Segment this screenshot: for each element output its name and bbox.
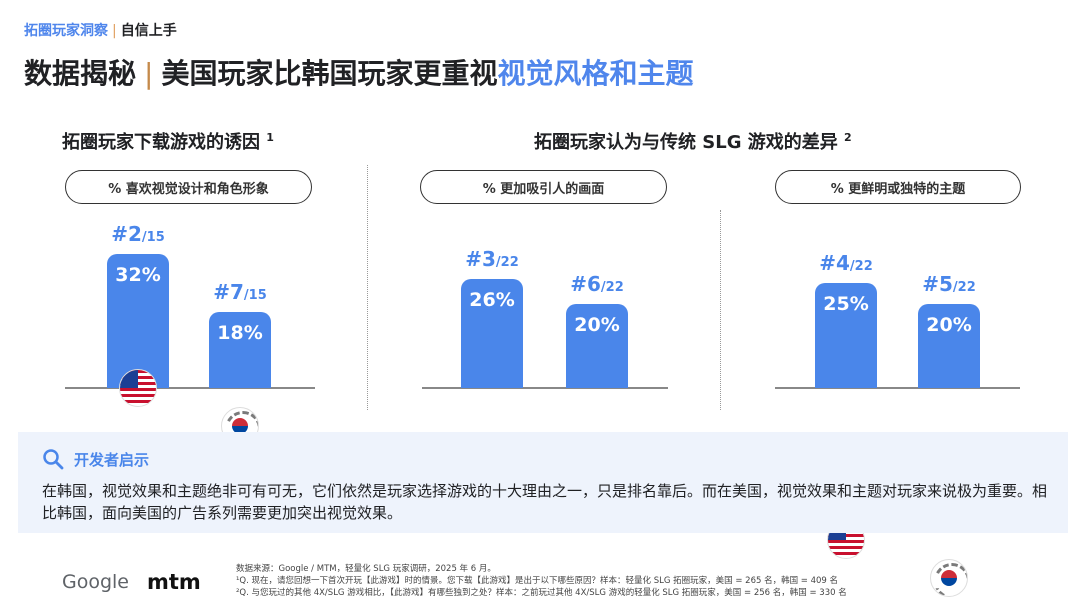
chart-baseline — [422, 387, 668, 389]
rank-total: /15 — [243, 288, 267, 303]
section-title-text: 拓圈玩家认为与传统 SLG 游戏的差异 — [534, 132, 838, 153]
rank-label: #4/22 — [801, 251, 891, 275]
title-highlight: 视觉风格和主题 — [497, 57, 694, 90]
bar-value: 18% — [217, 322, 263, 344]
metric-label-pill: % 更鲜明或独特的主题 — [775, 170, 1021, 204]
rank-label: #3/22 — [447, 247, 537, 271]
rank-total: /22 — [600, 280, 624, 295]
footnote-ref: 1 — [266, 131, 274, 144]
bar-value: 25% — [823, 293, 869, 315]
rank-value: #4 — [819, 251, 850, 275]
section-title-text: 拓圈玩家下载游戏的诱因 — [62, 132, 260, 153]
rank-total: /22 — [952, 280, 976, 295]
divider — [720, 210, 721, 410]
footnote-2: ²Q. 与您玩过的其他 4X/SLG 游戏相比，【此游戏】有哪些独到之处？样本：… — [236, 588, 847, 598]
bar-value: 20% — [574, 314, 620, 336]
callout-body: 在韩国，视觉效果和主题绝非可有可无，它们依然是玩家选择游戏的十大理由之一，只是排… — [42, 482, 1048, 522]
footnote-ref: 2 — [844, 131, 852, 144]
bar-kr: 18% — [209, 312, 271, 388]
rank-total: /22 — [849, 259, 873, 274]
kicker-topic: 自信上手 — [120, 23, 177, 39]
footnote-1: ¹Q. 现在，请您回想一下首次开玩【此游戏】时的情景。您下载【此游戏】是出于以下… — [236, 576, 839, 586]
bar-value: 26% — [469, 289, 515, 311]
rank-label: #2/15 — [93, 222, 183, 246]
bar-kr: 20% — [918, 304, 980, 388]
rank-total: /15 — [141, 230, 165, 245]
footnotes: 数据来源：Google / MTM，轻量化 SLG 玩家调研，2025 年 6 … — [236, 563, 847, 599]
logos: Google mtm — [62, 570, 201, 594]
kicker: 拓圈玩家洞察 | 自信上手 — [24, 20, 177, 40]
rank-value: #7 — [213, 280, 244, 304]
callout-title: 开发者启示 — [42, 448, 149, 470]
search-icon — [43, 449, 64, 470]
bar-us: 25% — [815, 283, 877, 388]
callout-title-text: 开发者启示 — [74, 450, 150, 469]
korea-flag-icon — [930, 559, 968, 597]
metric-label-pill: % 更加吸引人的画面 — [420, 170, 667, 204]
rank-value: #3 — [465, 247, 496, 271]
rank-value: #2 — [111, 222, 142, 246]
chart-baseline — [775, 387, 1020, 389]
section-title-download: 拓圈玩家下载游戏的诱因 1 — [62, 128, 274, 154]
bar-value: 20% — [926, 314, 972, 336]
rank-label: #6/22 — [552, 272, 642, 296]
developer-insight-callout: 开发者启示 在韩国，视觉效果和主题绝非可有可无，它们依然是玩家选择游戏的十大理由… — [18, 432, 1068, 533]
bar-kr: 20% — [566, 304, 628, 388]
google-logo: Google — [62, 571, 130, 593]
title-separator: | — [144, 57, 154, 90]
bar-value: 32% — [115, 264, 161, 286]
data-source: 数据来源：Google / MTM，轻量化 SLG 玩家调研，2025 年 6 … — [236, 564, 496, 574]
rank-total: /22 — [495, 255, 519, 270]
kicker-category: 拓圈玩家洞察 — [24, 23, 108, 39]
divider — [367, 165, 368, 410]
rank-label: #5/22 — [904, 272, 994, 296]
kicker-separator: | — [112, 23, 117, 39]
metric-label-pill: % 喜欢视觉设计和角色形象 — [65, 170, 312, 204]
rank-value: #5 — [922, 272, 953, 296]
rank-label: #7/15 — [195, 280, 285, 304]
bar-us: 26% — [461, 279, 523, 388]
us-flag-icon — [119, 369, 157, 407]
section-title-difference: 拓圈玩家认为与传统 SLG 游戏的差异 2 — [534, 128, 852, 154]
bar-us: 32% — [107, 254, 169, 388]
title-main: 美国玩家比韩国玩家更重视 — [161, 57, 498, 90]
title-prefix: 数据揭秘 — [24, 57, 137, 90]
mtm-logo: mtm — [147, 570, 201, 594]
chart-baseline — [65, 387, 315, 389]
page-title: 数据揭秘 | 美国玩家比韩国玩家更重视视觉风格和主题 — [24, 52, 693, 92]
rank-value: #6 — [570, 272, 601, 296]
